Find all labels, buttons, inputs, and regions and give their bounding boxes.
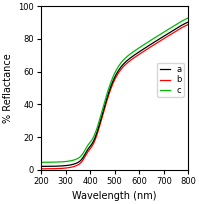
a xyxy=(40,165,42,168)
b xyxy=(40,168,42,170)
b xyxy=(151,45,153,47)
c xyxy=(40,161,42,164)
b xyxy=(127,61,129,64)
a xyxy=(106,95,109,97)
c xyxy=(151,38,153,41)
c xyxy=(187,17,189,19)
b xyxy=(138,53,140,55)
b xyxy=(187,23,189,26)
a xyxy=(138,51,140,53)
a xyxy=(187,21,189,23)
b xyxy=(78,163,80,166)
Line: a: a xyxy=(41,22,188,166)
c xyxy=(138,47,140,49)
c xyxy=(78,157,80,159)
a xyxy=(127,59,129,61)
X-axis label: Wavelength (nm): Wavelength (nm) xyxy=(72,191,157,201)
b xyxy=(106,97,109,100)
a xyxy=(66,164,68,167)
b xyxy=(66,167,68,169)
a xyxy=(151,42,153,45)
c xyxy=(66,160,68,163)
Line: b: b xyxy=(41,24,188,169)
c xyxy=(127,55,129,57)
Legend: a, b, c: a, b, c xyxy=(157,63,184,97)
c xyxy=(106,91,109,93)
a xyxy=(78,161,80,163)
Y-axis label: % Reflactance: % Reflactance xyxy=(3,53,13,123)
Line: c: c xyxy=(41,18,188,162)
